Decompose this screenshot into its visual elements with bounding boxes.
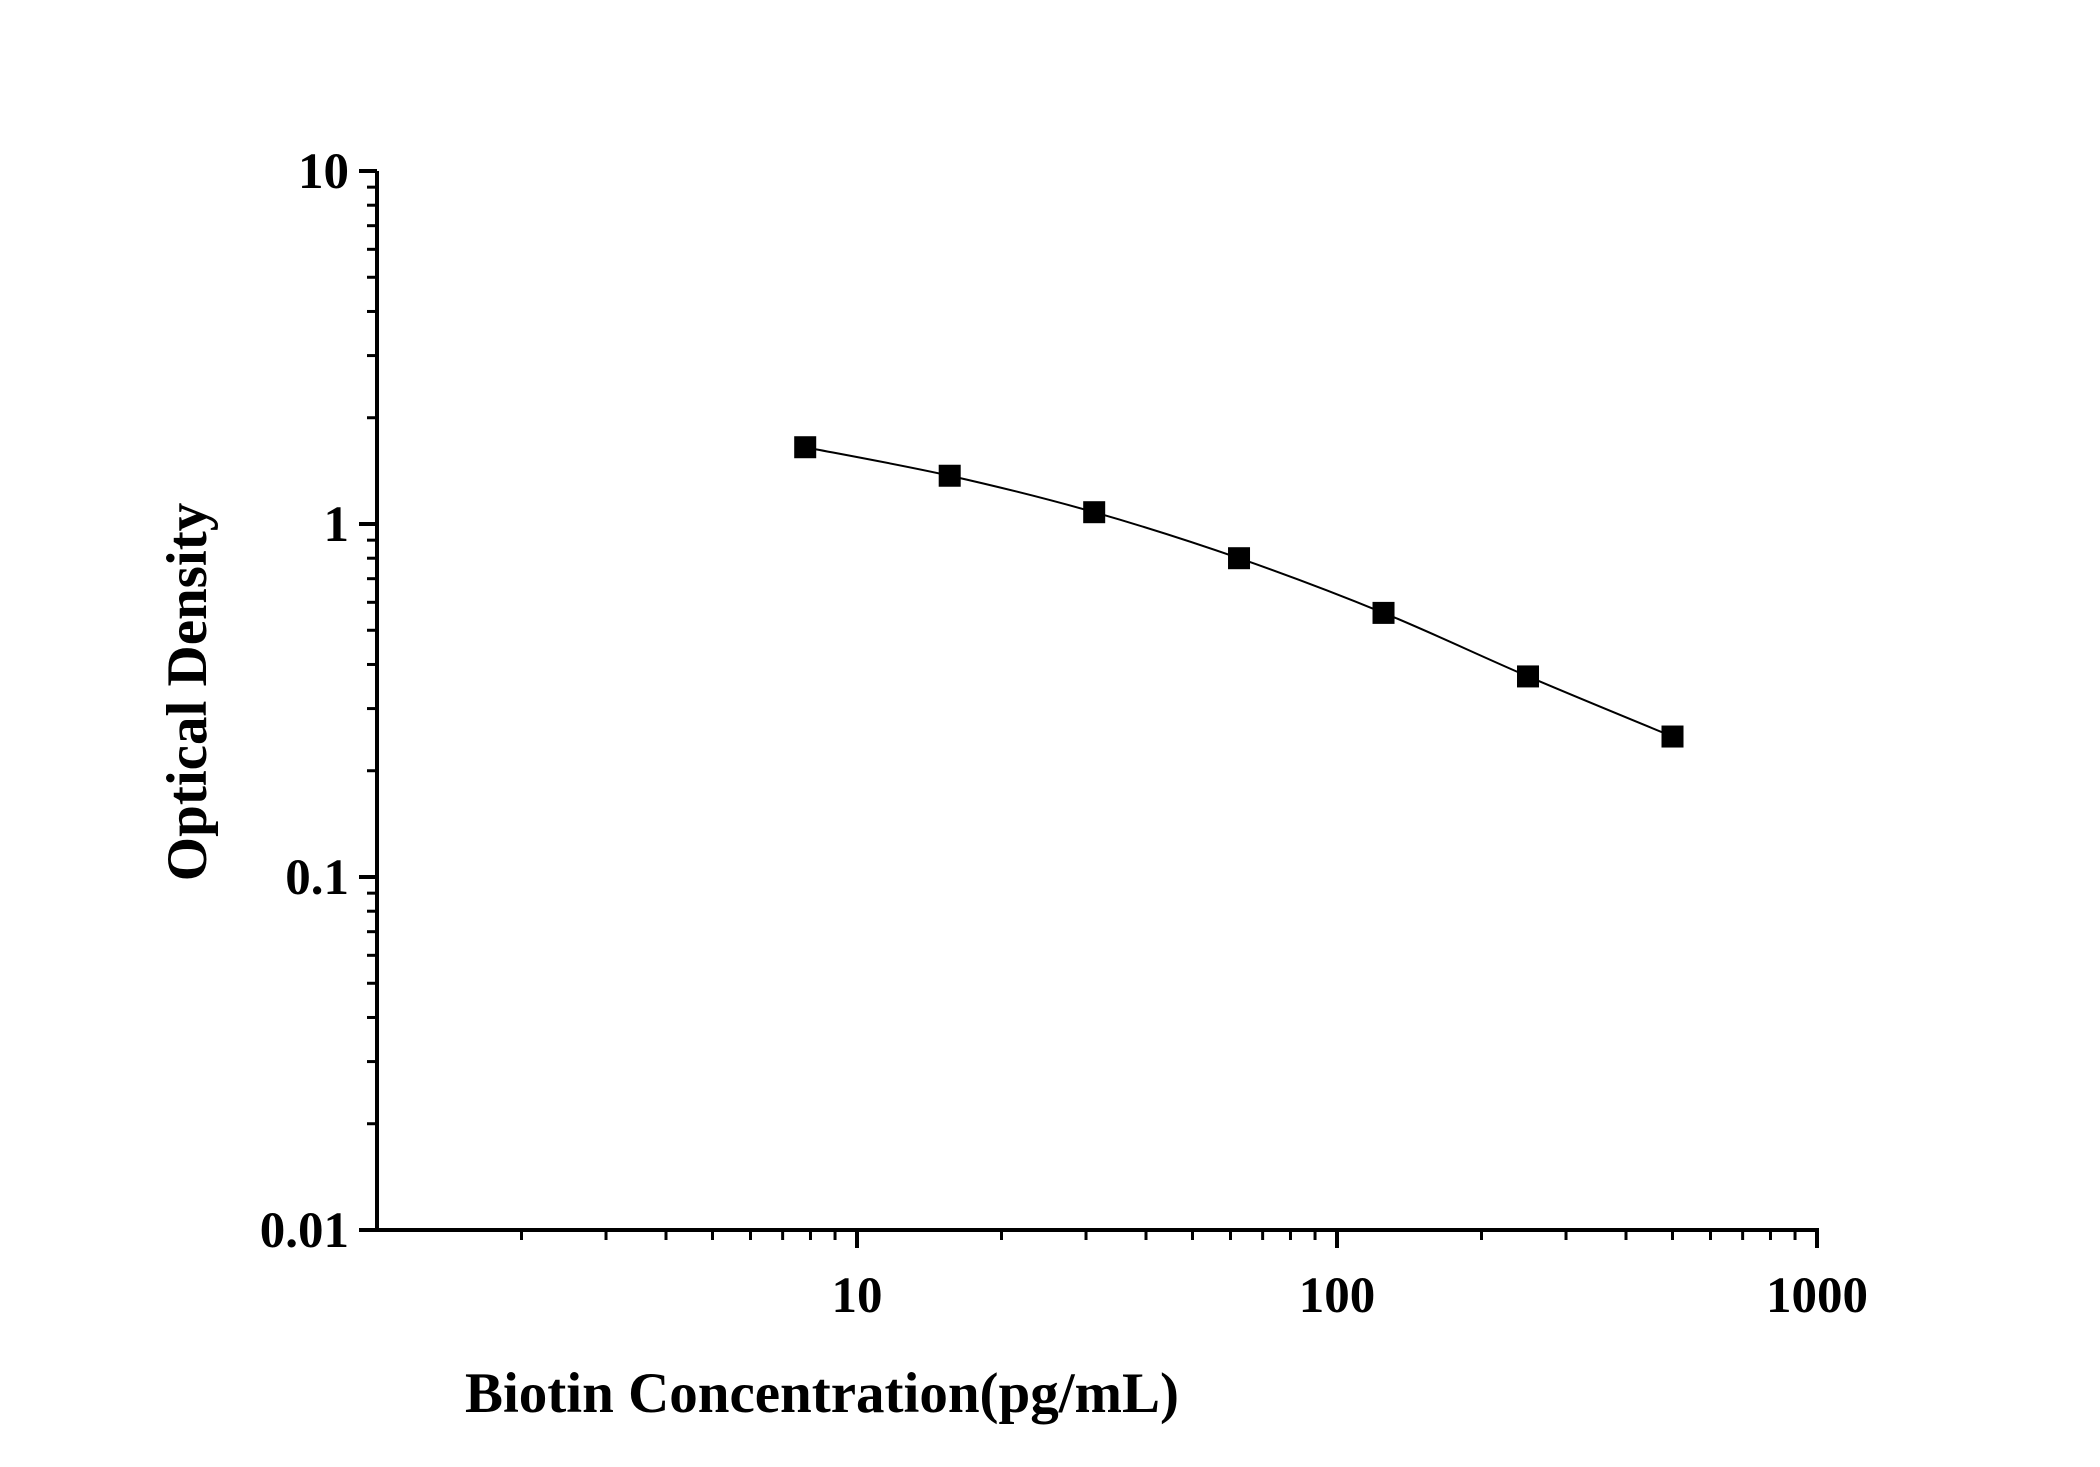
data-point-marker <box>1083 501 1106 524</box>
plot-frame <box>375 171 1819 1232</box>
y-axis-ticks: 0.01 0.1 1 10 <box>260 144 377 1259</box>
data-point-marker <box>1661 725 1684 748</box>
x-axis-title: Biotin Concentration(pg/mL) <box>465 1362 1179 1425</box>
series-layer <box>794 436 1684 748</box>
data-point-marker <box>794 436 817 459</box>
data-point-marker <box>1372 601 1395 624</box>
x-tick-label: 100 <box>1299 1268 1376 1324</box>
y-tick-label: 10 <box>298 144 349 200</box>
x-tick-label: 1000 <box>1766 1268 1868 1324</box>
y-axis-title: Optical Density <box>156 503 219 881</box>
y-tick-label: 0.01 <box>260 1203 349 1259</box>
y-tick-label: 0.1 <box>285 850 349 906</box>
x-axis-ticks: 10 100 1000 <box>519 1230 1868 1324</box>
data-point-marker <box>938 464 961 487</box>
y-tick-label: 1 <box>324 497 350 553</box>
data-point-marker <box>1228 547 1251 570</box>
series-line <box>805 446 1673 738</box>
data-point-marker <box>1517 665 1540 688</box>
x-tick-label: 10 <box>832 1268 883 1324</box>
